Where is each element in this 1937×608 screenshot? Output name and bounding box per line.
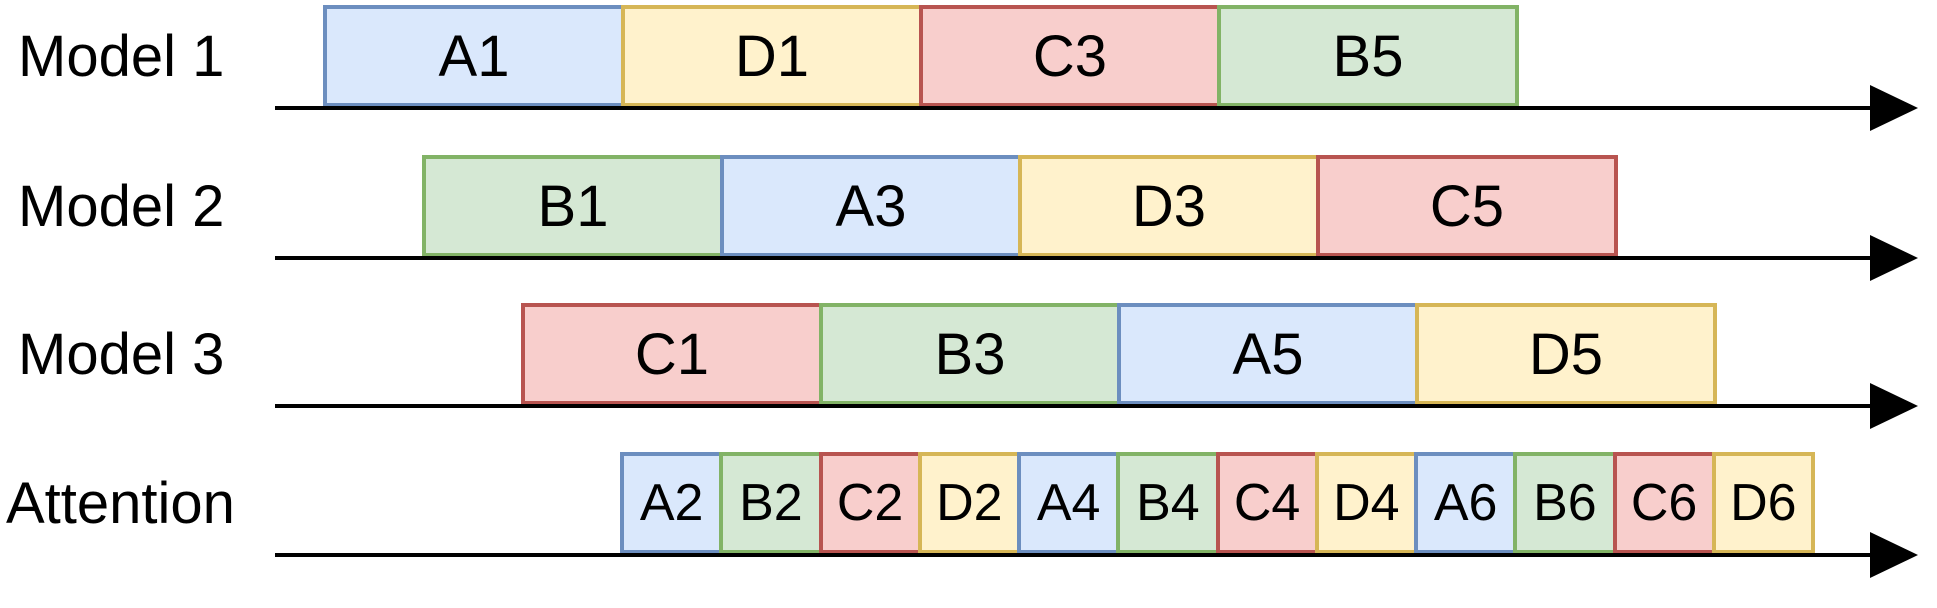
lane-label: Model 1 (18, 23, 224, 90)
task-block: C2 (819, 452, 922, 554)
task-block: C1 (521, 303, 823, 405)
task-block: A1 (323, 5, 625, 107)
task-block: B2 (719, 452, 822, 554)
task-block: B4 (1116, 452, 1219, 554)
task-block: A3 (720, 155, 1022, 257)
task-block: A2 (620, 452, 723, 554)
task-block: C3 (919, 5, 1221, 107)
task-block: D4 (1315, 452, 1418, 554)
time-axis (275, 256, 1895, 260)
task-block: D3 (1018, 155, 1320, 257)
task-block: B1 (422, 155, 724, 257)
task-block: B3 (819, 303, 1121, 405)
lane-label: Model 2 (18, 173, 224, 240)
lane-label: Attention (6, 470, 235, 537)
time-axis (275, 553, 1895, 557)
task-block: D5 (1415, 303, 1717, 405)
time-axis (275, 106, 1895, 110)
task-block: B5 (1217, 5, 1519, 107)
task-block: A4 (1017, 452, 1120, 554)
task-block: B6 (1513, 452, 1616, 554)
axis-arrowhead-icon (1870, 85, 1918, 131)
task-block: C4 (1216, 452, 1319, 554)
axis-arrowhead-icon (1870, 383, 1918, 429)
lane-label: Model 3 (18, 321, 224, 388)
axis-arrowhead-icon (1870, 532, 1918, 578)
task-block: A6 (1414, 452, 1517, 554)
task-block: C5 (1316, 155, 1618, 257)
time-axis (275, 404, 1895, 408)
task-block: D6 (1712, 452, 1815, 554)
task-block: A5 (1117, 303, 1419, 405)
task-block: D1 (621, 5, 923, 107)
axis-arrowhead-icon (1870, 235, 1918, 281)
task-block: D2 (918, 452, 1021, 554)
task-block: C6 (1613, 452, 1716, 554)
